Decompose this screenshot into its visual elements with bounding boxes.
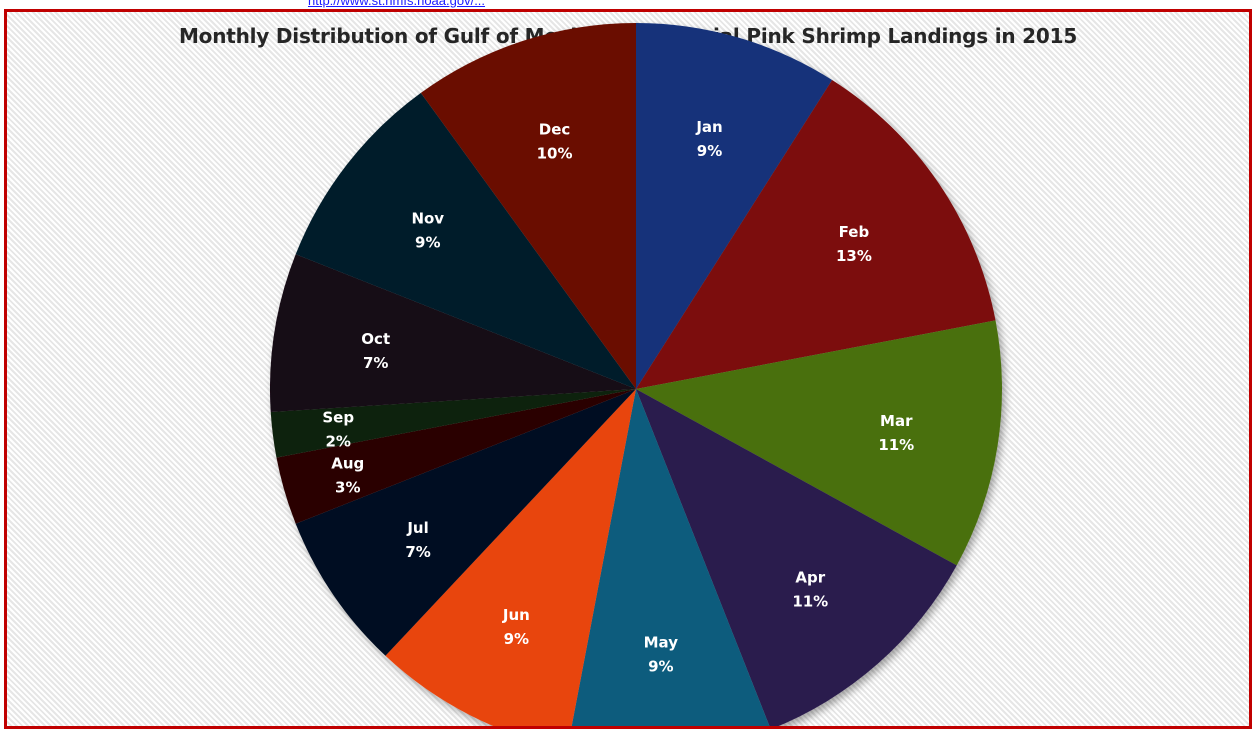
slice-value-sep: 2% bbox=[326, 433, 351, 451]
slice-value-nov: 9% bbox=[415, 233, 440, 251]
slice-label-sep: Sep bbox=[322, 409, 354, 427]
slice-value-aug: 3% bbox=[335, 479, 360, 497]
pie-slice-apr bbox=[636, 389, 957, 726]
slice-value-jan: 9% bbox=[697, 142, 722, 160]
pie-slice-sep bbox=[270, 389, 636, 458]
pie-slices bbox=[270, 23, 1002, 726]
slice-label-apr: Apr bbox=[795, 569, 825, 587]
slice-label-jun: Jun bbox=[502, 606, 530, 624]
pie-slice-jan bbox=[636, 23, 833, 389]
pie-slice-feb bbox=[636, 79, 996, 389]
slice-label-jul: Jul bbox=[406, 519, 428, 537]
slice-value-mar: 11% bbox=[878, 436, 914, 454]
slice-value-feb: 13% bbox=[836, 247, 872, 265]
slice-label-oct: Oct bbox=[361, 330, 390, 348]
pie-slice-dec bbox=[420, 23, 636, 389]
chart-frame: Monthly Distribution of Gulf of Mexico C… bbox=[4, 9, 1252, 729]
slice-value-apr: 11% bbox=[792, 593, 828, 611]
slice-label-aug: Aug bbox=[331, 455, 364, 473]
slice-value-may: 9% bbox=[648, 657, 673, 675]
pie-slice-nov bbox=[295, 92, 636, 389]
slice-label-mar: Mar bbox=[880, 412, 913, 430]
slice-value-oct: 7% bbox=[363, 354, 388, 372]
slice-value-dec: 10% bbox=[537, 144, 573, 162]
slice-value-jul: 7% bbox=[405, 543, 430, 561]
slice-label-may: May bbox=[644, 633, 679, 651]
slice-label-nov: Nov bbox=[411, 209, 444, 227]
slice-label-feb: Feb bbox=[839, 223, 870, 241]
pie-slice-may bbox=[571, 389, 770, 726]
slice-label-dec: Dec bbox=[539, 120, 571, 138]
pie-slice-aug bbox=[276, 389, 636, 524]
pie-slice-oct bbox=[270, 254, 636, 412]
pie-slice-jun bbox=[385, 389, 636, 726]
pie-chart: Jan 9% Feb 13% Mar 11% Apr 11% May 9% Jun 9% Jul 7% Au… bbox=[270, 23, 1002, 726]
slice-value-jun: 9% bbox=[504, 630, 529, 648]
pie-slice-mar bbox=[636, 320, 1002, 566]
slice-label-jan: Jan bbox=[695, 118, 722, 136]
pie-slice-jul bbox=[295, 389, 636, 656]
